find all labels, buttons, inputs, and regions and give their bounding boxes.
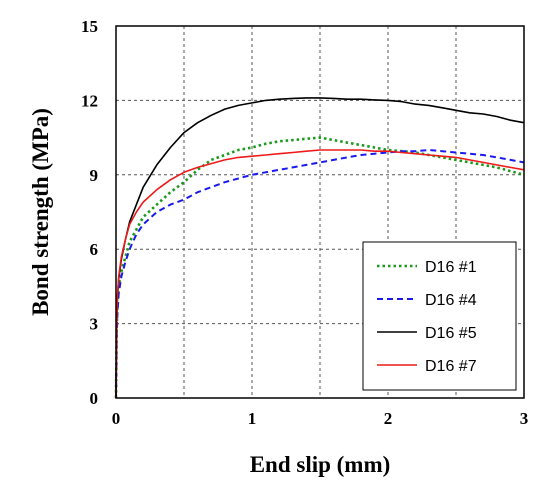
- y-tick-label: 9: [90, 166, 99, 185]
- series-line-2: [115, 149, 525, 399]
- legend-label: D16 #7: [425, 358, 477, 375]
- series-layer: [114, 97, 525, 399]
- legend: D16 #1 D16 #4 D16 #5 D16 #7: [362, 241, 517, 391]
- x-tick-label: 2: [384, 409, 393, 428]
- y-tick-label: 0: [90, 389, 99, 408]
- y-tick-label: 12: [81, 91, 98, 110]
- y-axis-title: Bond strength (MPa): [28, 108, 53, 316]
- y-tick-label: 3: [90, 315, 99, 334]
- legend-label: D16 #4: [425, 292, 477, 309]
- x-axis-title: End slip (mm): [250, 452, 391, 477]
- x-tick-label: 1: [248, 409, 257, 428]
- legend-label: D16 #5: [425, 325, 477, 342]
- y-tick-label: 15: [81, 17, 98, 36]
- x-tick-label: 3: [520, 409, 529, 428]
- grid-lines: [116, 26, 524, 398]
- y-tick-label: 6: [90, 240, 99, 259]
- x-tick-label: 0: [112, 409, 121, 428]
- series-line-4: [115, 149, 525, 399]
- plot-frame: [115, 25, 525, 399]
- series-line-3: [115, 97, 525, 399]
- legend-label: D16 #1: [425, 259, 477, 276]
